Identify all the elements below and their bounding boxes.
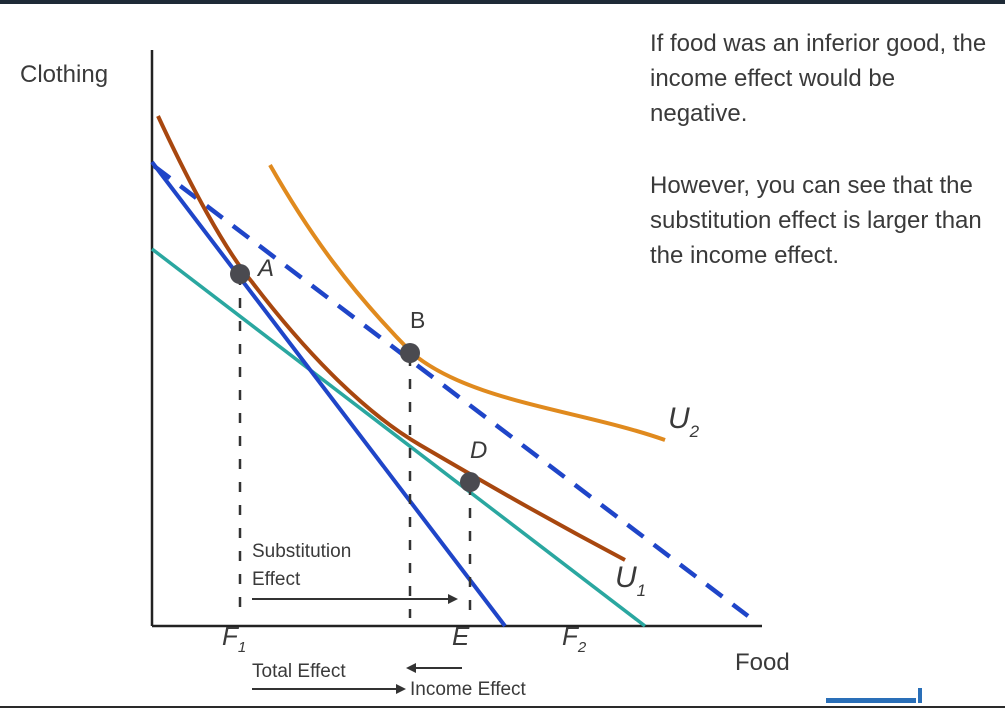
income-effect-arrow — [406, 663, 462, 673]
f2-letter: F — [562, 621, 580, 651]
point-b — [400, 343, 420, 363]
indifference-curve-u2 — [268, 164, 666, 442]
budget-line-original — [150, 160, 507, 628]
point-d-label: D — [470, 437, 487, 464]
budget-line-new — [152, 164, 750, 618]
note-paragraph-2: However, you can see that the substituti… — [650, 172, 982, 269]
explanation-note: If food was an inferior good, the income… — [650, 26, 990, 310]
note-paragraph-1: If food was an inferior good, the income… — [650, 30, 987, 127]
income-effect-label: Income Effect — [410, 679, 527, 700]
x-tick-f2: F2 — [562, 621, 587, 656]
point-a — [230, 264, 250, 284]
total-effect-arrow — [252, 684, 406, 694]
budget-line-compensated — [150, 247, 647, 628]
substitution-effect-label-line1: Substitution — [252, 541, 351, 562]
point-d — [460, 472, 480, 492]
f2-subscript: 2 — [577, 639, 587, 656]
y-axis-title: Clothing — [20, 61, 108, 88]
total-effect-label: Total Effect — [252, 661, 346, 682]
indifference-curve-u1 — [156, 115, 626, 562]
u2-subscript: 2 — [689, 422, 700, 441]
x-tick-e: E — [452, 621, 470, 651]
substitution-effect-label-line2: Effect — [252, 569, 301, 590]
u1-subscript: 1 — [637, 581, 646, 600]
x-axis-title: Food — [735, 649, 790, 676]
u1-label: U1 — [615, 561, 646, 600]
point-a-label: A — [256, 255, 274, 282]
substitution-effect-arrow — [252, 594, 458, 604]
x-tick-f1: F1 — [222, 621, 246, 656]
f1-subscript: 1 — [238, 639, 246, 656]
u2-label: U2 — [668, 402, 700, 441]
u1-letter: U — [615, 561, 637, 594]
point-b-label: B — [410, 307, 425, 333]
u2-letter: U — [668, 402, 690, 435]
bottom-edge-decoration — [826, 688, 922, 703]
top-border — [0, 0, 1005, 4]
f1-letter: F — [222, 621, 240, 651]
